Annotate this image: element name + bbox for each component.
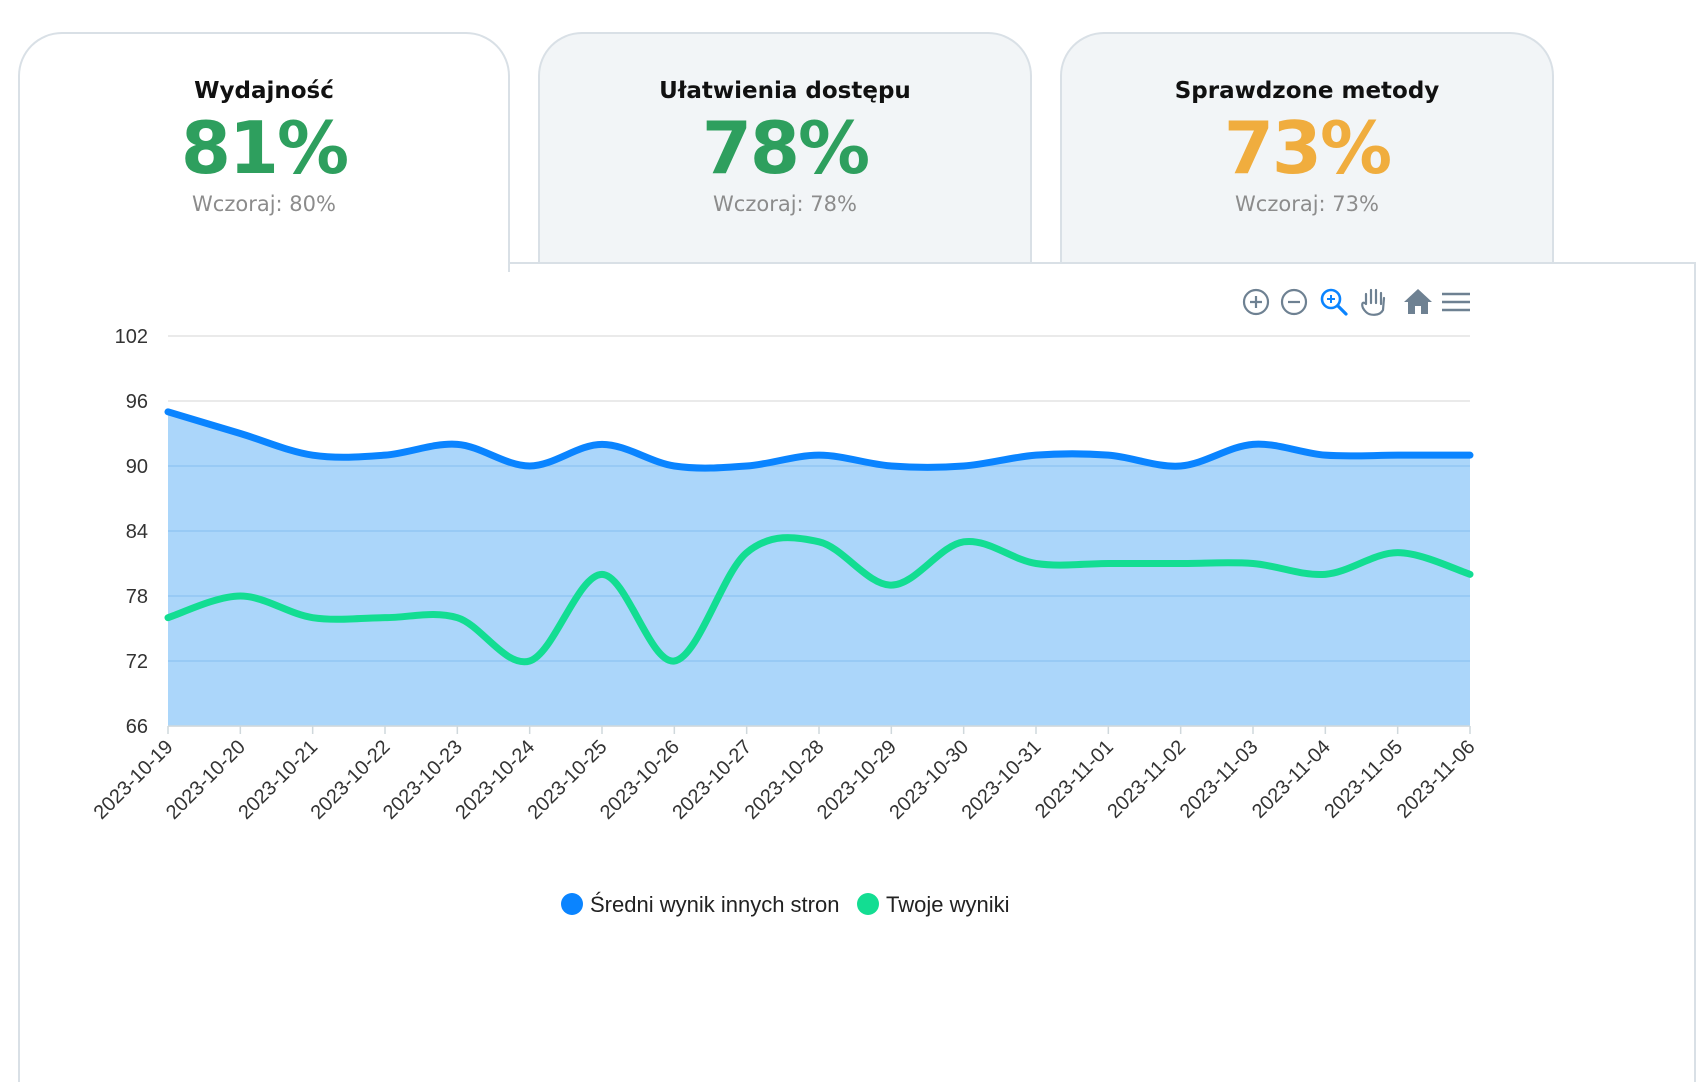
x-tick-label: 2023-11-06 bbox=[1393, 736, 1480, 823]
icon-plus bbox=[1250, 296, 1262, 308]
menu-icon[interactable] bbox=[1440, 286, 1472, 318]
tab-title: Sprawdzone metody bbox=[1174, 78, 1440, 104]
tab-title: Ułatwienia dostępu bbox=[659, 78, 911, 104]
tab-previous-score: Wczoraj: 78% bbox=[713, 192, 857, 216]
icon-ring bbox=[1280, 288, 1308, 316]
legend-marker bbox=[561, 893, 583, 915]
selection-zoom-icon[interactable] bbox=[1318, 286, 1350, 318]
zoom-in-icon[interactable] bbox=[1240, 286, 1272, 318]
y-tick-label: 102 bbox=[115, 326, 148, 348]
y-tick-label: 72 bbox=[126, 651, 148, 673]
icon-lens bbox=[1320, 288, 1342, 310]
series-line-yours bbox=[164, 534, 1474, 666]
y-tick-label: 90 bbox=[126, 456, 148, 478]
icon-ring bbox=[1242, 288, 1270, 316]
legend-label: Twoje wyniki bbox=[886, 892, 1009, 917]
chart-panel: 66 72 78 84 90 96 102 2023-10-19 2023-10-20 2023-… bbox=[18, 262, 1696, 1082]
score-tab[interactable]: Sprawdzone metody 73% Wczoraj: 73% bbox=[1060, 32, 1554, 264]
icon-plus bbox=[1327, 295, 1335, 303]
y-tick-label: 78 bbox=[126, 586, 148, 608]
icon-handle bbox=[1336, 304, 1348, 316]
pan-hand-icon[interactable] bbox=[1358, 286, 1390, 318]
icon-hand bbox=[1361, 288, 1386, 316]
legend-label: Średni wynik innych stron bbox=[590, 892, 839, 917]
tab-score: 81% bbox=[180, 106, 349, 190]
score-tab[interactable]: Ułatwienia dostępu 78% Wczoraj: 78% bbox=[538, 32, 1032, 264]
tab-previous-score: Wczoraj: 73% bbox=[1235, 192, 1379, 216]
chart-toolbar bbox=[1240, 286, 1472, 318]
zoom-out-icon[interactable] bbox=[1278, 286, 1310, 318]
y-tick-label: 96 bbox=[126, 391, 148, 413]
y-tick-label: 84 bbox=[126, 521, 148, 543]
tab-previous-score: Wczoraj: 80% bbox=[192, 192, 336, 216]
tab-score: 78% bbox=[701, 106, 870, 190]
score-history-chart: 6672788490961022023-10-192023-10-202023-… bbox=[90, 286, 1480, 917]
y-tick-label: 66 bbox=[126, 716, 148, 738]
home-reset-icon[interactable] bbox=[1402, 286, 1434, 318]
icon-bars bbox=[1442, 292, 1470, 312]
legend-item[interactable]: Średni wynik innych stron bbox=[561, 892, 839, 917]
tab-score: 73% bbox=[1223, 106, 1392, 190]
icon-house bbox=[1404, 289, 1432, 314]
legend-item[interactable]: Twoje wyniki bbox=[857, 892, 1009, 917]
tab-title: Wydajność bbox=[194, 78, 334, 104]
series-line-average bbox=[164, 408, 1474, 472]
score-tab[interactable]: Wydajność 81% Wczoraj: 80% bbox=[18, 32, 510, 272]
legend-marker bbox=[857, 893, 879, 915]
